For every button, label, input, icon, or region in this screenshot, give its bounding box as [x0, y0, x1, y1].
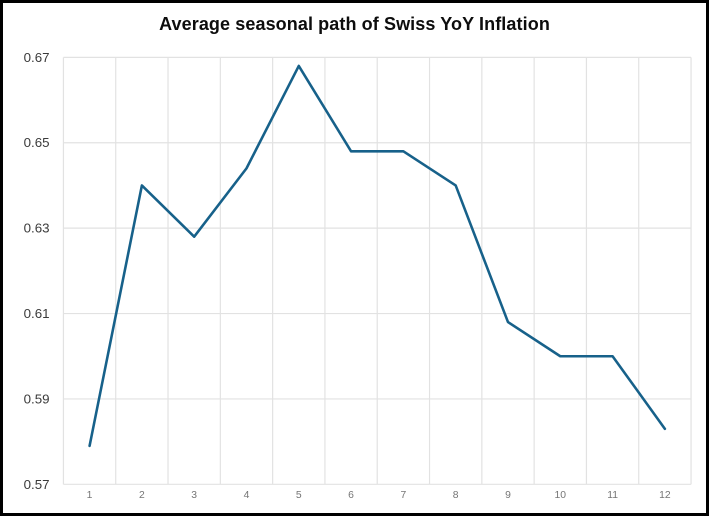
seasonal-inflation-line-chart: 0.570.590.610.630.650.671 2 3 4 5 6 7 8 9 10 11 12 [24, 50, 692, 501]
x-tick-label: 2 [139, 490, 145, 501]
x-tick-label: 4 [244, 490, 250, 501]
line-series-average-seasonal-path [88, 64, 667, 448]
x-tick-label: 11 [607, 490, 618, 501]
y-tick-label: 0.59 [24, 391, 50, 406]
x-tick-label: 5 [296, 490, 302, 501]
y-tick-label: 0.57 [24, 477, 50, 492]
y-tick-label: 0.61 [24, 306, 50, 321]
x-tick-label: 6 [348, 490, 354, 501]
y-tick-label: 0.67 [24, 50, 50, 65]
x-tick-label: 3 [191, 490, 197, 501]
x-tick-label: 12 [659, 490, 671, 501]
x-tick-label: 9 [505, 490, 511, 501]
x-tick-label: 7 [401, 490, 407, 501]
y-tick-label: 0.65 [24, 135, 50, 150]
x-tick-label: 1 [87, 490, 93, 501]
y-tick-label: 0.63 [24, 221, 50, 236]
x-tick-label: 10 [555, 490, 567, 501]
chart-title: Average seasonal path of Swiss YoY Infla… [159, 14, 550, 34]
x-tick-label: 8 [453, 490, 459, 501]
